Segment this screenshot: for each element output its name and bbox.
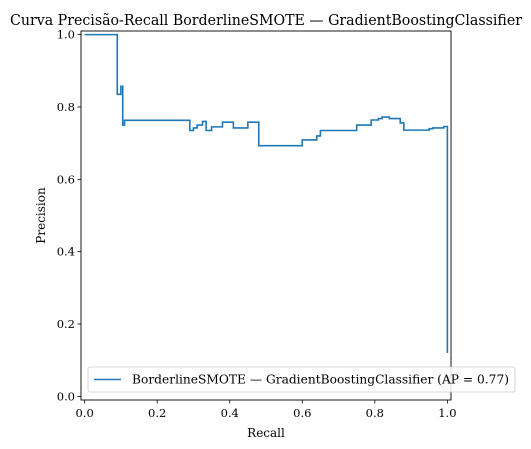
y-tick-label: 0.8 (57, 100, 75, 114)
legend-entry-label: BorderlineSMOTE — GradientBoostingClassi… (132, 373, 509, 387)
x-axis-label: Recall (247, 426, 285, 440)
x-tick-label: 0.6 (293, 406, 311, 420)
legend: BorderlineSMOTE — GradientBoostingClassi… (87, 366, 516, 393)
legend-box (87, 366, 516, 393)
x-tick-label: 1.0 (438, 406, 456, 420)
x-tick-label: 0.0 (75, 406, 93, 420)
x-tick-label: 0.4 (221, 406, 239, 420)
y-tick-label: 1.0 (57, 28, 75, 42)
x-tick-label: 0.8 (366, 406, 384, 420)
y-tick-label: 0.6 (57, 172, 75, 186)
y-axis-label: Precision (34, 187, 48, 244)
chart-title: Curva Precisão-Recall BorderlineSMOTE — … (10, 11, 523, 29)
y-tick-label: 0.4 (57, 245, 75, 259)
y-tick-label: 0.2 (57, 317, 75, 331)
x-tick-label: 0.2 (148, 406, 166, 420)
axes-frame (80, 30, 452, 401)
y-tick-label: 0.0 (57, 389, 75, 403)
series-line (84, 33, 449, 353)
